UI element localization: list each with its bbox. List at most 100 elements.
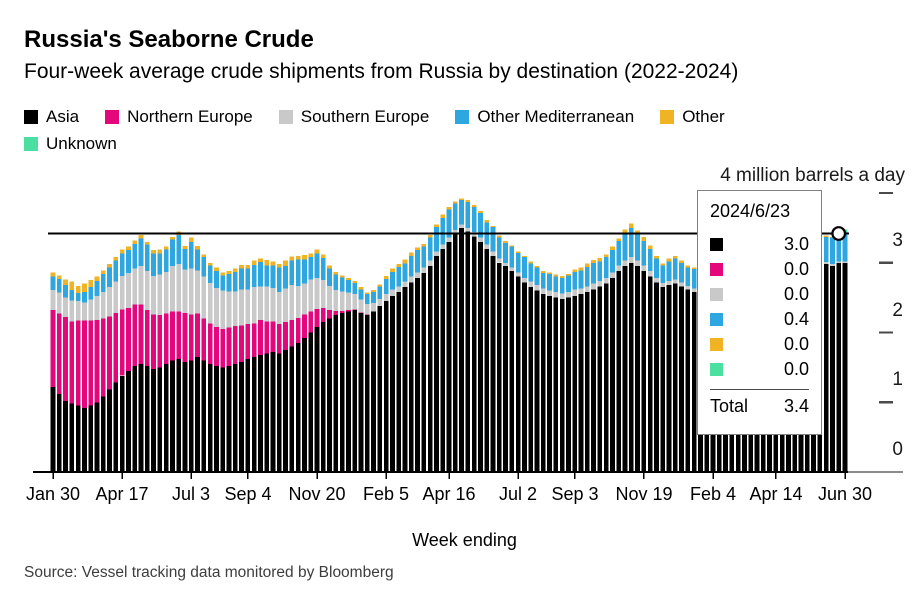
bar-week-67[interactable]: [471, 204, 477, 472]
bar-week-100[interactable]: [679, 260, 684, 472]
bar-week-18[interactable]: [163, 246, 169, 472]
bar-week-4[interactable]: [75, 285, 81, 472]
bar-week-62[interactable]: [440, 214, 446, 472]
bar-week-123[interactable]: [823, 235, 829, 472]
bar-week-86[interactable]: [591, 259, 596, 472]
bar-week-25[interactable]: [207, 262, 213, 472]
bar-week-39[interactable]: [295, 255, 301, 472]
bar-week-124[interactable]: [830, 236, 835, 472]
bar-week-87[interactable]: [597, 257, 603, 472]
bar-week-12[interactable]: [126, 246, 131, 472]
bar-week-28[interactable]: [226, 271, 232, 472]
bar-week-43[interactable]: [320, 254, 326, 472]
bar-week-102[interactable]: [691, 267, 697, 472]
bar-week-40[interactable]: [302, 255, 307, 472]
bar-week-84[interactable]: [578, 267, 584, 472]
bar-week-99[interactable]: [672, 255, 678, 472]
bar-week-63[interactable]: [446, 206, 452, 472]
bar-week-3[interactable]: [69, 281, 75, 472]
bar-week-2[interactable]: [63, 279, 68, 472]
bar-week-72[interactable]: [503, 241, 508, 472]
bar-week-82[interactable]: [566, 273, 571, 473]
bar-week-13[interactable]: [132, 240, 138, 472]
bar-week-55[interactable]: [396, 264, 402, 472]
bar-week-60[interactable]: [427, 234, 433, 472]
bar-week-81[interactable]: [559, 276, 565, 472]
bar-week-47[interactable]: [346, 278, 351, 472]
bar-week-57[interactable]: [408, 252, 414, 472]
bar-week-29[interactable]: [232, 268, 238, 472]
bar-week-80[interactable]: [553, 274, 559, 473]
bar-week-53[interactable]: [383, 276, 389, 472]
bar-week-85[interactable]: [584, 263, 590, 472]
bar-week-68[interactable]: [478, 211, 483, 472]
bar-week-37[interactable]: [283, 260, 288, 472]
bar-week-98[interactable]: [666, 258, 672, 472]
bar-week-96[interactable]: [654, 255, 659, 472]
bar-week-6[interactable]: [88, 280, 94, 472]
bar-week-49[interactable]: [358, 287, 364, 472]
bar-week-71[interactable]: [496, 235, 502, 472]
bar-week-97[interactable]: [660, 263, 666, 472]
bar-week-22[interactable]: [188, 237, 194, 472]
bar-week-126[interactable]: [842, 229, 848, 472]
bar-week-33[interactable]: [258, 258, 263, 472]
bar-week-9[interactable]: [107, 264, 112, 472]
bar-week-56[interactable]: [402, 259, 408, 472]
bar-week-14[interactable]: [138, 234, 144, 472]
bar-week-1[interactable]: [56, 275, 62, 472]
bar-week-91[interactable]: [622, 229, 628, 472]
bar-week-93[interactable]: [635, 230, 640, 472]
bar-week-10[interactable]: [113, 257, 119, 472]
bar-week-0[interactable]: [50, 272, 56, 472]
bar-week-24[interactable]: [201, 254, 207, 472]
bar-week-73[interactable]: [509, 245, 515, 472]
bar-week-36[interactable]: [276, 264, 282, 473]
bar-week-48[interactable]: [352, 280, 358, 472]
bar-week-94[interactable]: [641, 236, 647, 472]
bar-week-15[interactable]: [144, 241, 150, 472]
bar-week-92[interactable]: [628, 223, 634, 472]
bar-week-90[interactable]: [616, 238, 622, 472]
bar-week-89[interactable]: [610, 246, 615, 472]
bar-week-46[interactable]: [339, 275, 345, 472]
bar-week-38[interactable]: [289, 256, 295, 472]
bar-week-20[interactable]: [176, 231, 182, 472]
bar-week-64[interactable]: [452, 201, 458, 472]
bar-week-83[interactable]: [572, 269, 578, 472]
bar-week-78[interactable]: [540, 271, 546, 472]
bar-week-51[interactable]: [371, 289, 376, 472]
bar-week-17[interactable]: [157, 249, 163, 473]
bar-week-70[interactable]: [490, 225, 496, 472]
bar-week-101[interactable]: [685, 265, 691, 472]
bar-week-61[interactable]: [434, 224, 439, 472]
bar-week-23[interactable]: [195, 246, 200, 472]
bar-week-35[interactable]: [270, 261, 276, 472]
bar-week-21[interactable]: [182, 246, 188, 472]
bar-week-76[interactable]: [528, 261, 534, 472]
bar-week-41[interactable]: [308, 253, 314, 472]
bar-week-27[interactable]: [220, 272, 226, 473]
bar-week-19[interactable]: [170, 236, 175, 472]
bar-week-58[interactable]: [415, 247, 420, 472]
bar-week-74[interactable]: [515, 251, 521, 472]
bar-week-5[interactable]: [82, 283, 87, 472]
bar-week-44[interactable]: [327, 265, 332, 472]
bar-week-95[interactable]: [647, 245, 653, 472]
bar-week-65[interactable]: [459, 198, 464, 473]
bar-week-77[interactable]: [534, 266, 540, 472]
bar-week-34[interactable]: [264, 259, 270, 473]
bar-week-32[interactable]: [251, 260, 257, 472]
bar-week-50[interactable]: [364, 292, 370, 472]
bar-week-54[interactable]: [390, 268, 395, 472]
bar-week-16[interactable]: [151, 250, 156, 472]
bar-week-79[interactable]: [547, 272, 552, 472]
bar-week-7[interactable]: [94, 276, 100, 472]
bar-week-30[interactable]: [239, 264, 244, 472]
bar-week-11[interactable]: [119, 249, 125, 473]
bar-week-26[interactable]: [214, 267, 219, 472]
bar-week-125[interactable]: [836, 233, 842, 472]
bar-week-52[interactable]: [377, 284, 383, 472]
bar-week-42[interactable]: [314, 249, 320, 473]
bar-week-88[interactable]: [603, 254, 609, 472]
